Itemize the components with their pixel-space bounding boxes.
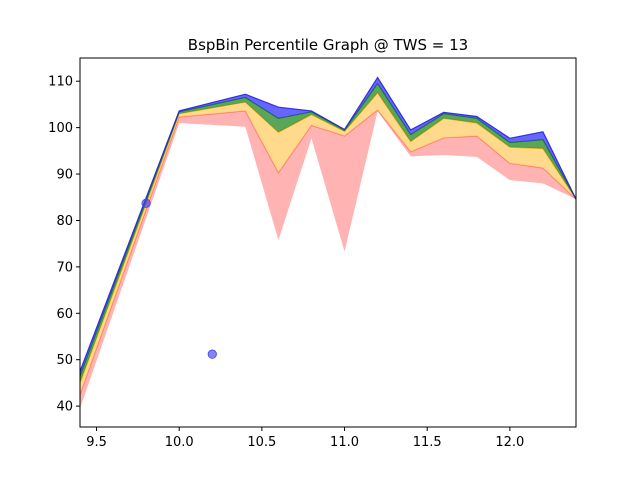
axes-layer: 9.5 10.0 10.5 11.0 11.5 12.0 40 50 60 70 80 90 100 11… bbox=[48, 57, 577, 450]
chart-title: BspBin Percentile Graph @ TWS = 13 bbox=[188, 36, 468, 54]
y-tick-label: 110 bbox=[48, 75, 73, 90]
scatter-layer bbox=[141, 198, 217, 359]
scatter-point-2 bbox=[207, 349, 217, 359]
y-tick-label: 90 bbox=[56, 168, 73, 183]
percentile-band-edge-4 bbox=[80, 76, 576, 372]
x-tick-label: 11.5 bbox=[413, 435, 442, 450]
x-tick-label: 10.5 bbox=[247, 435, 276, 450]
scatter-point-1 bbox=[141, 198, 151, 208]
x-tick-label: 11.0 bbox=[330, 435, 359, 450]
y-tick-label: 70 bbox=[56, 260, 73, 275]
y-tick-label: 100 bbox=[48, 121, 73, 136]
y-tick-label: 50 bbox=[56, 353, 73, 368]
y-tick-label: 40 bbox=[56, 400, 73, 415]
y-tick-label: 60 bbox=[56, 307, 73, 322]
percentile-band-1 bbox=[80, 109, 576, 409]
y-tick-label: 80 bbox=[56, 214, 73, 229]
x-tick-label: 9.5 bbox=[86, 435, 107, 450]
axes-frame bbox=[79, 57, 577, 428]
x-tick-label: 12.0 bbox=[495, 435, 524, 450]
x-tick-label: 10.0 bbox=[165, 435, 194, 450]
bands-layer bbox=[80, 76, 576, 409]
